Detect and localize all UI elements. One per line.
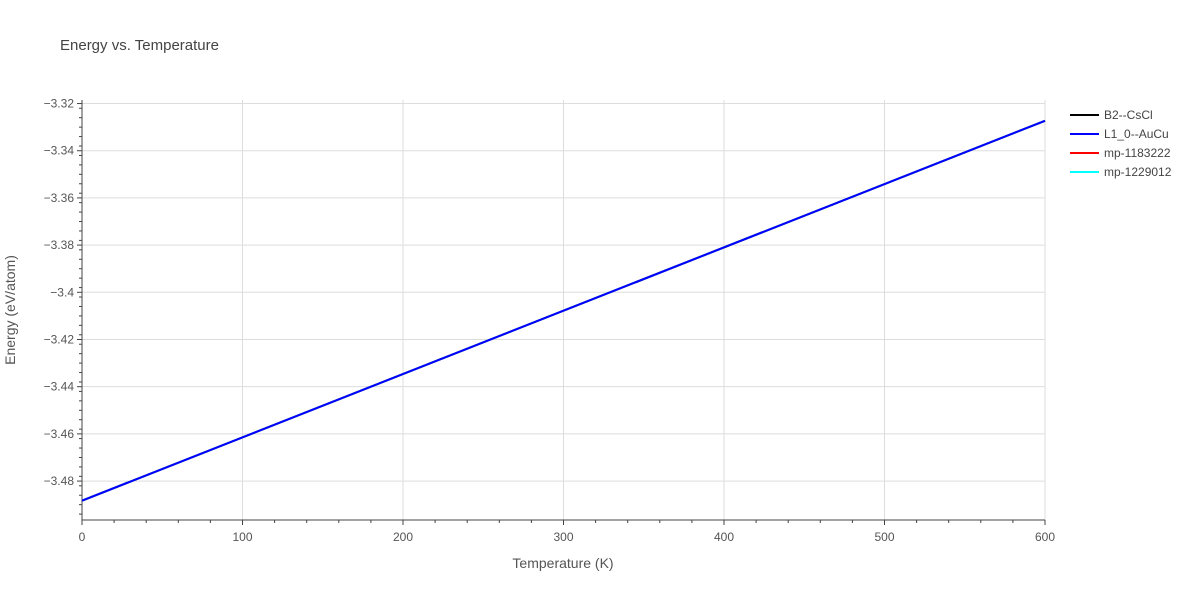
x-tick-label: 200 <box>393 530 413 544</box>
legend: B2--CsCl L1_0--AuCu mp-1183222 mp-1229012 <box>1070 108 1172 179</box>
legend-label: B2--CsCl <box>1104 108 1153 122</box>
series-lines <box>81 119 1046 502</box>
y-tick-label: −3.42 <box>44 332 75 346</box>
x-tick-label: 500 <box>874 530 894 544</box>
x-tick-label: 100 <box>232 530 252 544</box>
x-tick-label: 300 <box>553 530 573 544</box>
grid <box>82 100 1046 520</box>
x-axis-title: Temperature (K) <box>512 555 613 571</box>
chart-title: Energy vs. Temperature <box>60 37 219 54</box>
legend-item[interactable]: mp-1183222 <box>1070 146 1171 160</box>
x-tick-label: 400 <box>714 530 734 544</box>
y-tick-label: −3.34 <box>44 144 75 158</box>
legend-label: mp-1229012 <box>1104 165 1172 179</box>
y-tick-label: −3.38 <box>44 238 75 252</box>
y-axis-title: Energy (eV/atom) <box>2 255 18 365</box>
legend-item[interactable]: B2--CsCl <box>1070 108 1153 122</box>
y-tick-label: −3.46 <box>44 427 75 441</box>
y-tick-label: −3.48 <box>44 474 75 488</box>
y-tick-label: −3.32 <box>44 97 75 111</box>
legend-item[interactable]: L1_0--AuCu <box>1070 127 1169 141</box>
x-tick-label: 0 <box>79 530 86 544</box>
y-tick-label: −3.36 <box>44 191 75 205</box>
legend-label: mp-1183222 <box>1104 146 1171 160</box>
x-tick-label: 600 <box>1035 530 1055 544</box>
axes: 0 100 200 300 400 500 600 −3.48 −3.46 −3.44 −3.42 −… <box>44 97 1056 544</box>
y-tick-label: −3.4 <box>50 285 74 299</box>
legend-item[interactable]: mp-1229012 <box>1070 165 1172 179</box>
series-line <box>81 119 1046 502</box>
legend-label: L1_0--AuCu <box>1104 127 1169 141</box>
y-tick-label: −3.44 <box>44 380 75 394</box>
